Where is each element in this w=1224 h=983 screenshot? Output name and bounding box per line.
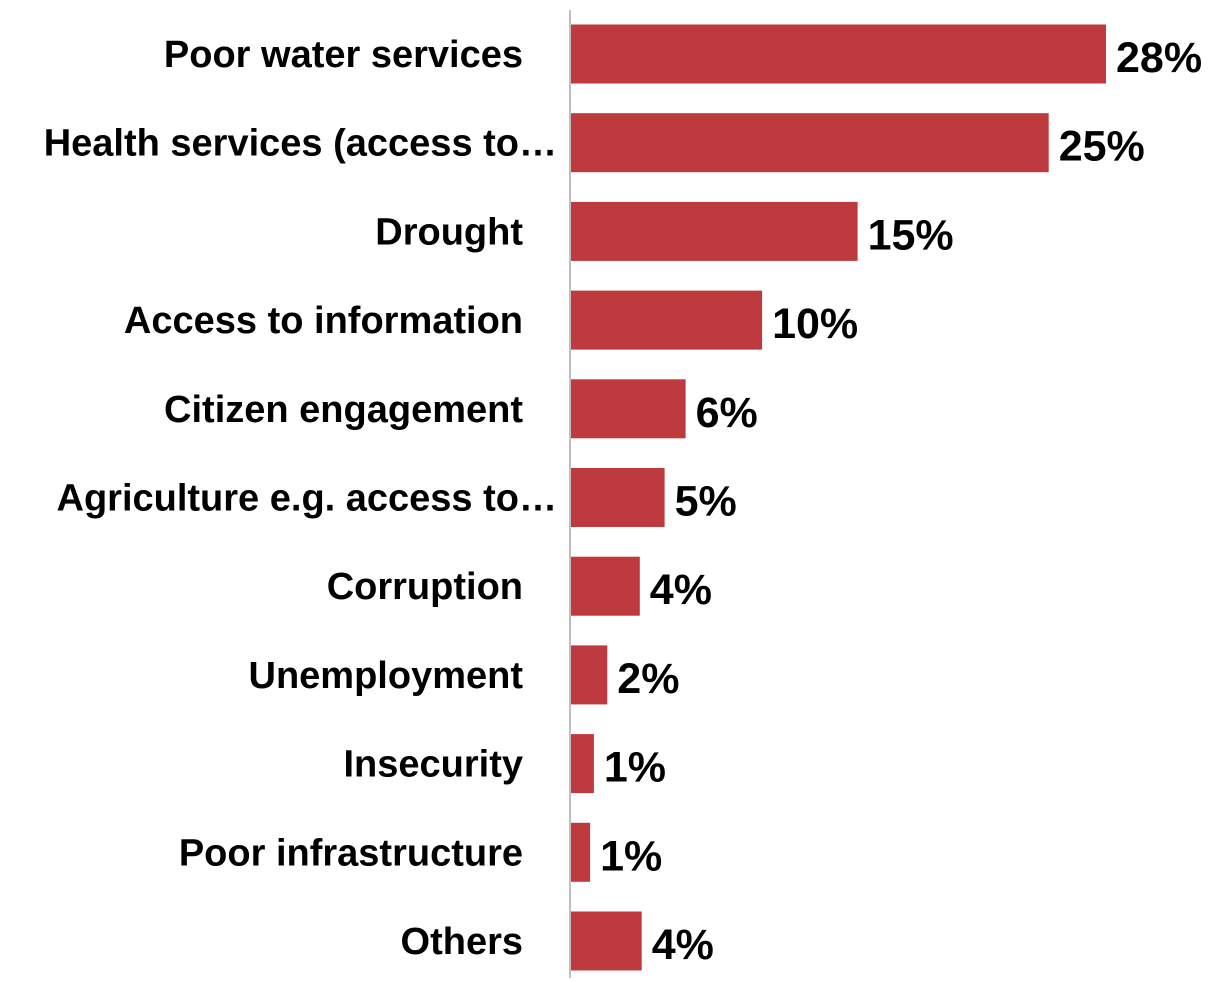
value-label: 15% [868, 211, 954, 259]
category-label: Health services (access to… [44, 123, 557, 165]
value-label: 1% [604, 744, 666, 792]
value-labels-group: 28% 25% 15%10% 6% 5% 4% 2% 1% 1% 4% [600, 34, 1202, 969]
bar [571, 24, 1106, 84]
category-label: Insecurity [343, 744, 523, 786]
category-label: Corruption [327, 566, 523, 608]
category-labels-group: Poor water services Health services (acce… [44, 34, 557, 963]
bar [571, 822, 591, 882]
bars-group [571, 24, 1106, 971]
bar [571, 379, 686, 439]
value-label: 2% [617, 655, 679, 703]
category-label: Agriculture e.g. access to… [57, 478, 558, 520]
bar [571, 201, 858, 261]
value-label: 28% [1116, 34, 1202, 82]
value-label: 1% [600, 832, 662, 880]
bar [571, 468, 665, 527]
value-label: 4% [650, 566, 712, 614]
value-label: 5% [675, 478, 737, 526]
category-label: Poor infrastructure [179, 832, 523, 874]
bar [571, 734, 594, 794]
category-label: Access to information [124, 300, 523, 342]
bar [571, 911, 642, 971]
value-label: 25% [1059, 123, 1145, 171]
bar [571, 556, 640, 616]
value-label: 4% [652, 921, 714, 969]
value-label: 10% [772, 300, 858, 348]
category-label: Unemployment [249, 655, 524, 697]
bar [571, 290, 763, 350]
category-label: Citizen engagement [164, 389, 523, 431]
value-label: 6% [696, 389, 758, 437]
category-label: Others [401, 921, 523, 963]
bar [571, 113, 1049, 173]
bar [571, 645, 608, 705]
category-label: Drought [375, 211, 523, 253]
category-label: Poor water services [164, 34, 523, 76]
